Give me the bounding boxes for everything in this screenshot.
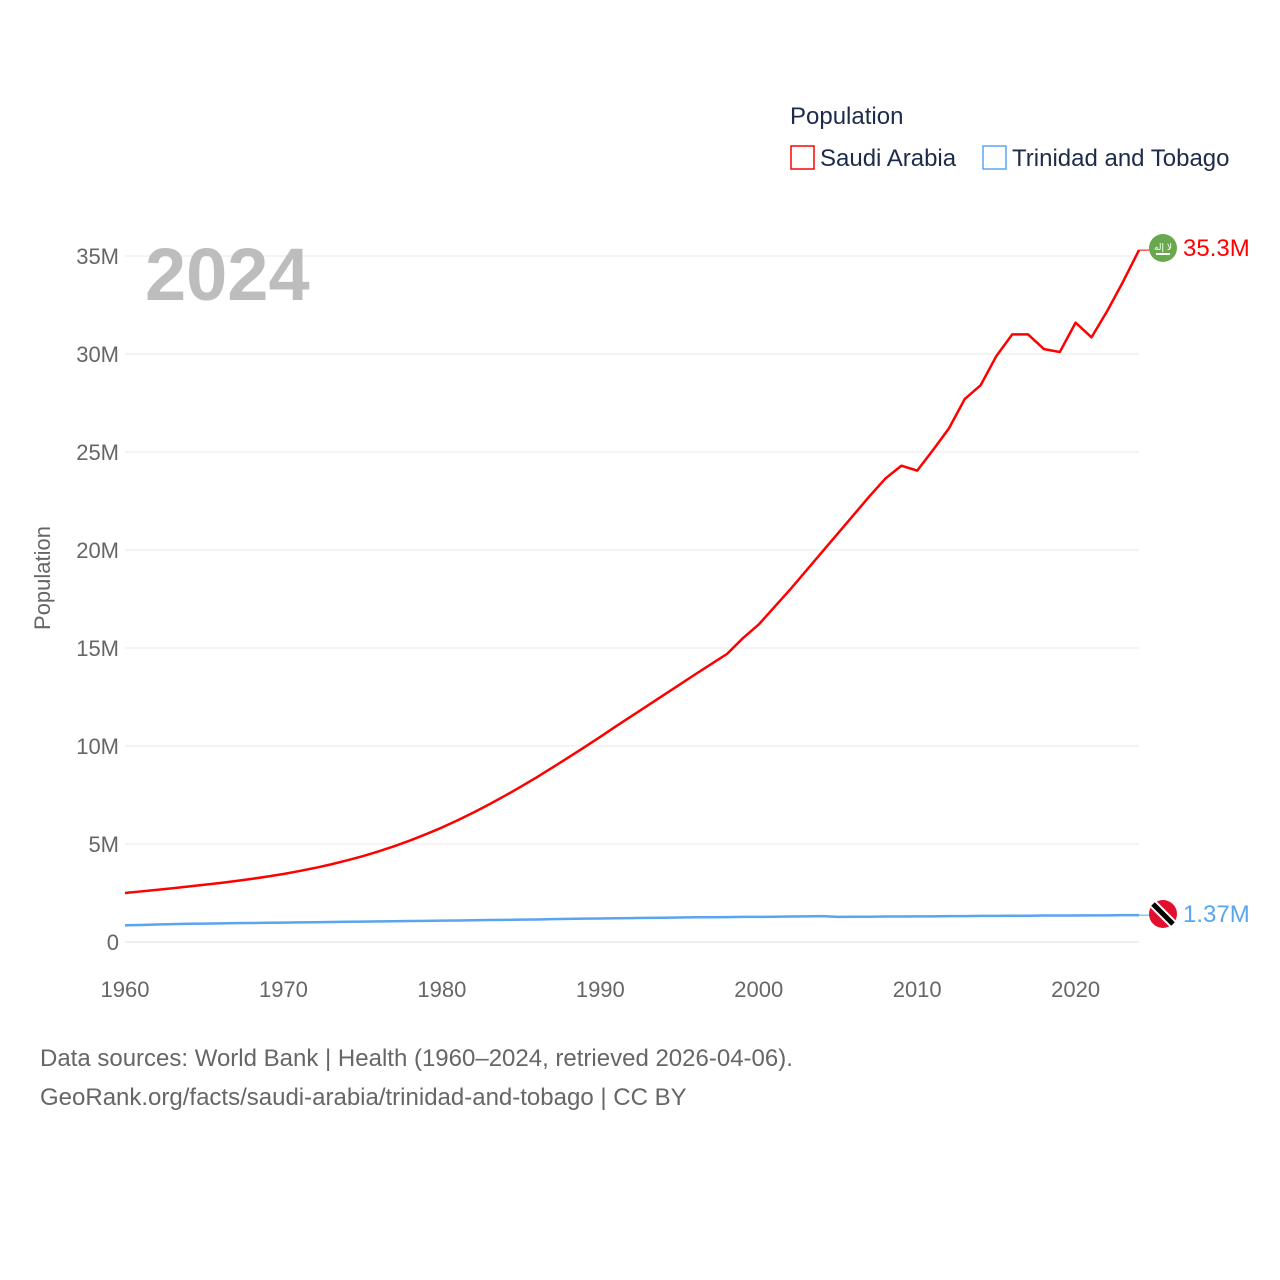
- y-tick-label: 15M: [76, 636, 119, 661]
- y-tick-label: 10M: [76, 734, 119, 759]
- x-tick-label: 2010: [893, 977, 942, 1002]
- y-axis-label: Population: [30, 526, 55, 630]
- legend-swatch: [982, 145, 1007, 170]
- end-value-label: 35.3M: [1183, 235, 1250, 262]
- source-url[interactable]: GeoRank.org/facts/saudi-arabia/trinidad-…: [40, 1084, 687, 1111]
- y-tick-label: 25M: [76, 440, 119, 465]
- legend-item: Trinidad and Tobago: [1012, 145, 1230, 172]
- year-label: 2024: [145, 233, 310, 316]
- data-sources: Data sources: World Bank | Health (1960–…: [40, 1045, 793, 1072]
- x-tick-label: 2020: [1051, 977, 1100, 1002]
- end-value-label: 1.37M: [1183, 901, 1250, 928]
- y-tick-label: 20M: [76, 538, 119, 563]
- series-line-saudi-arabia: [124, 249, 1141, 895]
- legend-item: Saudi Arabia: [820, 145, 957, 172]
- flag-stripe-black: [1151, 902, 1175, 926]
- legend-title: Population: [790, 103, 903, 130]
- flag-script: لا إله: [1154, 243, 1172, 253]
- x-tick-label: 1970: [259, 977, 308, 1002]
- x-tick-label: 1980: [417, 977, 466, 1002]
- y-tick-label: 30M: [76, 342, 119, 367]
- flag-sword: [1156, 253, 1170, 255]
- x-tick-label: 1960: [101, 977, 150, 1002]
- y-tick-label: 35M: [76, 244, 119, 269]
- y-tick-label: 0: [107, 930, 119, 955]
- series-line-trinidad-and-tobago: [124, 913, 1139, 927]
- x-tick-label: 1990: [576, 977, 625, 1002]
- legend-swatch: [790, 145, 815, 170]
- y-tick-label: 5M: [88, 832, 119, 857]
- x-tick-label: 2000: [734, 977, 783, 1002]
